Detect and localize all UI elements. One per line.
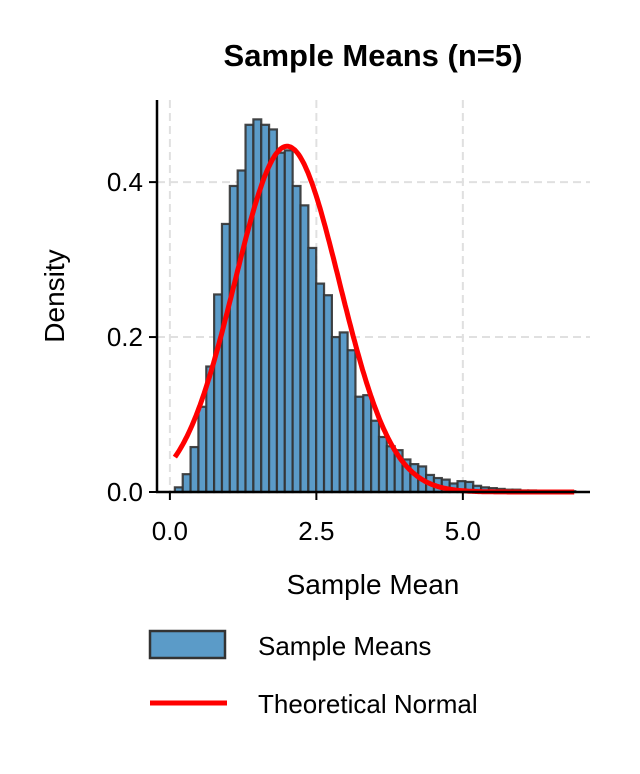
histogram-bar [236,169,247,494]
y-tick-label: 0.0 [107,477,143,507]
y-axis-label: Density [39,249,70,342]
histogram-bar [181,473,192,494]
histogram-bar [267,128,279,494]
histogram-bar [377,435,388,494]
histogram-bars [173,118,577,494]
histogram-bar [213,293,224,494]
axes [155,100,590,494]
histogram-bar [354,395,365,494]
x-tick-label: 5.0 [445,516,481,546]
histogram-bar [291,184,302,494]
histogram-bar [307,246,318,494]
histogram-bar [299,204,310,494]
histogram-bar [362,394,373,494]
histogram-bar [346,349,357,494]
histogram-bar [385,445,396,494]
histogram-bar [315,282,326,494]
histogram-bar [275,151,286,494]
legend-swatch-histogram [148,629,227,660]
chart-title: Sample Means (n=5) [224,38,523,73]
y-tick-label: 0.2 [107,322,143,352]
histogram-bar [283,149,294,494]
legend: Sample Means Theoretical Normal [148,629,478,719]
histogram-bar [228,184,239,494]
legend-label-curve: Theoretical Normal [258,689,478,719]
histogram-bar [244,123,255,494]
histogram-bar [322,294,333,494]
legend-label-histogram: Sample Means [258,631,431,661]
histogram-bar [370,419,381,494]
histogram-bar [330,335,341,494]
histogram-bar [338,331,349,494]
x-tick-label: 2.5 [298,516,334,546]
x-ticks: 0.0 2.5 5.0 [152,492,481,546]
x-tick-label: 0.0 [152,516,188,546]
x-axis-label: Sample Mean [287,569,460,600]
histogram-bar [252,118,263,494]
y-ticks: 0.0 0.2 0.4 [107,167,157,507]
y-tick-label: 0.4 [107,167,143,197]
histogram-bar [197,405,208,494]
histogram-bar [189,445,200,494]
histogram-bar [220,222,231,494]
